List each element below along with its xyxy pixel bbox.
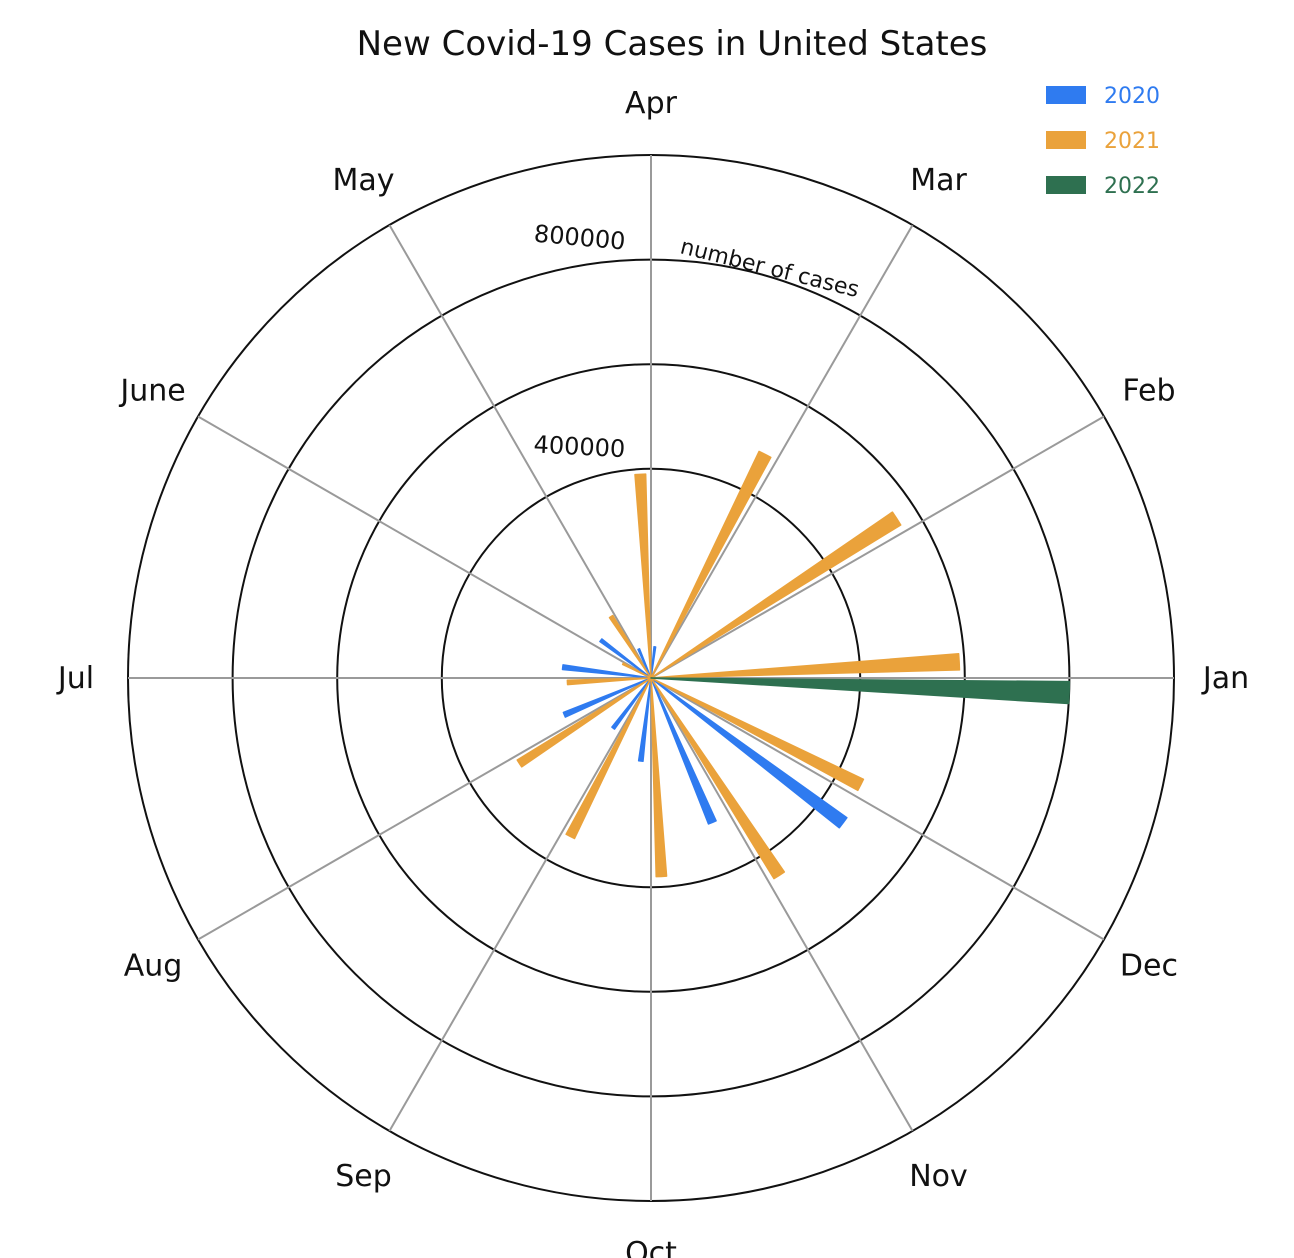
radial-tick-400000: 400000 [533,430,626,463]
radial-tick-800000: 800000 [533,220,627,256]
bar-2020-oct [637,677,652,763]
bar-2021-sep [565,677,652,840]
month-label-aug: Aug [124,949,183,984]
chart-title: New Covid-19 Cases in United States [357,24,988,64]
bars-group [516,450,1071,880]
spoke-aug [197,677,652,941]
bar-2022-jan [650,677,1071,705]
bar-2020-june [599,638,652,679]
bar-2021-aug [516,677,652,768]
bar-2020-jul [561,664,652,679]
spoke-dec [650,677,1105,941]
bar-2021-nov [650,677,786,880]
legend-label-2021: 2021 [1104,129,1160,154]
legend-swatch-2021 [1046,131,1086,149]
bar-2021-oct [650,677,668,878]
spoke-mar [650,224,914,679]
bar-2020-nov [650,677,717,825]
bar-2021-apr [634,473,652,679]
bar-2021-jul [566,677,652,686]
legend-label-2022: 2022 [1104,174,1160,199]
legend: 2020 2021 2022 [1046,84,1160,199]
spoke-may [388,224,652,679]
month-label-apr: Apr [625,86,678,121]
month-label-sep: Sep [335,1159,392,1194]
bar-2021-jan [650,653,961,679]
legend-swatch-2022 [1046,176,1086,194]
legend-label-2020: 2020 [1104,84,1160,109]
bar-2020-sep [611,677,652,730]
bar-2021-mar [650,450,772,679]
spoke-feb [650,415,1105,679]
bar-2021-feb [650,511,902,679]
bar-2021-june [621,662,652,679]
spoke-june [197,415,652,679]
month-label-dec: Dec [1120,949,1178,984]
legend-swatch-2020 [1046,86,1086,104]
month-label-mar: Mar [910,163,967,198]
month-label-jan: Jan [1201,661,1249,696]
radial-axis-label: number of cases [678,234,862,303]
spoke-nov [650,677,914,1132]
spoke-sep [388,677,652,1132]
polar-grid [127,154,1175,1202]
bar-2020-dec [650,677,848,829]
bar-2021-dec [650,677,865,792]
bar-2020-may [637,648,652,679]
month-label-jul: Jul [56,661,94,696]
month-label-may: May [332,163,394,198]
month-label-feb: Feb [1122,374,1175,409]
month-label-june: June [118,374,185,409]
bar-2021-may [608,614,652,679]
labels-group: Jan Feb Mar Apr May June Jul Aug Sep Oct Nov Dec 400… [56,86,1249,1258]
bar-2020-aug [562,677,652,718]
month-label-nov: Nov [909,1159,968,1194]
month-label-oct: Oct [625,1236,677,1258]
bar-2020-apr [650,646,657,679]
